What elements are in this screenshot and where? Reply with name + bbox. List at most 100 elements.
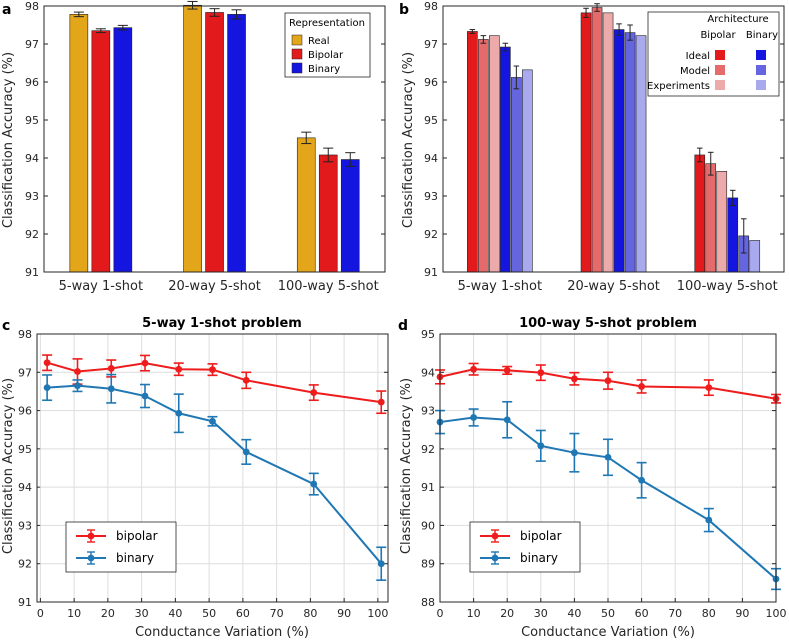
panel-d-legend-box (469, 521, 581, 573)
panel-c-legend-label: binary (116, 551, 154, 565)
panel-d-legend: bipolar binary (469, 521, 581, 573)
panel-d-xlabel: Conductance Variation (%) (521, 625, 695, 640)
panel-a-ytick-label: 95 (25, 114, 39, 127)
panel-c-point (74, 368, 81, 375)
panel-c-label: c (2, 318, 10, 334)
panel-a-bar (183, 4, 202, 273)
panel-d-axes-box (439, 333, 777, 603)
panel-d-ytick-label: 90 (421, 519, 435, 532)
panel-a-xtick-label: 100-way 5-shot (278, 279, 379, 294)
panel-d-xtick-label: 60 (635, 607, 649, 620)
panel-d-xtick-label: 100 (766, 607, 787, 620)
panel-a-legend-swatch (291, 62, 303, 74)
panel-b-bar (727, 197, 739, 273)
panel-a-ytick-label: 98 (25, 0, 39, 13)
panel-b-axes-box (442, 5, 785, 273)
panel-d-point (537, 369, 545, 377)
panel-c-ytick-label: 92 (18, 558, 32, 571)
panel-d-plot: 88 89 90 91 92 93 94 95 0 10 20 30 40 50 60 70 80 90 100 bi… (421, 328, 787, 620)
panel-c-point (43, 359, 51, 367)
panel-b-ytick-label: 98 (424, 0, 438, 13)
panel-a-legend: Representation Real Bipolar Binary (284, 12, 371, 78)
panel-b-label: b (399, 2, 409, 18)
panel-c-axes-box (36, 333, 389, 603)
panel-c-xtick-label: 40 (168, 607, 182, 620)
panel-b-legend-row-label: Experiments (647, 81, 710, 92)
panel-b-ytick-label: 97 (424, 38, 438, 51)
panel-c-point (209, 366, 216, 374)
panel-b-ytick-label: 94 (424, 152, 438, 165)
panel-c-title: 5-way 1-shot problem (142, 316, 302, 331)
panel-b-ytick-label: 96 (424, 76, 438, 89)
panel-d-title: 100-way 5-shot problem (519, 316, 697, 331)
panel-b-legend-row-label: Ideal (686, 51, 710, 62)
panel-b-legend: Architecture Bipolar Binary Ideal Model Exper… (647, 11, 780, 97)
panel-b-bar (467, 31, 478, 273)
panel-a-bar (318, 154, 338, 273)
panel-c-legend: bipolar binary (65, 521, 177, 573)
panel-c-xtick-label: 30 (135, 607, 149, 620)
panel-b-plot: 91 92 93 94 95 96 97 98 5-way 1-shot 20-way 5-sho… (424, 0, 785, 294)
panel-c-ytick-label: 98 (18, 328, 32, 341)
panel-c-point (107, 385, 115, 393)
panel-b-ytick-label: 92 (424, 228, 438, 241)
panel-c-plot: 91 92 93 94 95 96 97 98 0 10 20 30 40 50 60 70 80 90 100 bi… (18, 328, 389, 620)
panel-c-point (175, 365, 183, 373)
panel-b-ylabel: Classification Accuracy (%) (401, 52, 416, 228)
panel-c-xtick-label: 80 (303, 607, 317, 620)
panel-b-bar (522, 69, 533, 273)
panel-d-xtick-label: 10 (467, 607, 481, 620)
panel-d-ytick-label: 88 (421, 596, 435, 609)
panel-b-xtick-label: 5-way 1-shot (458, 279, 542, 294)
panel-a-legend-swatch (291, 34, 303, 46)
panel-b-bar (489, 35, 500, 273)
panel-b-bar (694, 154, 706, 273)
panel-d-point (470, 365, 477, 373)
panel-d-xtick-label: 50 (601, 607, 615, 620)
panel-a-legend-label: Real (308, 36, 330, 47)
panel-a-plot: 91 92 93 94 95 96 97 98 5-way 1-shot 20-way 5-sho… (25, 0, 386, 294)
panel-c-point (377, 398, 385, 406)
panel-c-legend-marker (87, 532, 95, 540)
panel-d-ytick-label: 95 (421, 328, 435, 341)
panel-d-point (571, 375, 578, 383)
panel-a-ytick-label: 91 (25, 266, 39, 279)
panel-d-xtick-label: 30 (534, 607, 548, 620)
panel-d-point (705, 384, 713, 391)
panel-d-point (470, 414, 477, 421)
panel-b-bar (580, 12, 592, 273)
panel-a-bar (205, 12, 224, 273)
panel-c-xtick-label: 0 (37, 607, 44, 620)
panel-b-bar (705, 163, 717, 273)
panel-b-legend-swatch (756, 65, 766, 75)
panel-b-bar (749, 240, 761, 273)
panel-b: b Classification Accuracy (%) 91 92 93 94 95… (399, 0, 785, 294)
panel-d-point (571, 449, 578, 457)
panel-c-xtick-label: 90 (337, 607, 351, 620)
panel-d-point (537, 442, 545, 450)
panel-b-legend-col: Bipolar (700, 30, 736, 41)
panel-c-xtick-label: 60 (236, 607, 250, 620)
panel-c-legend-label: bipolar (116, 529, 158, 543)
panel-b-bar (478, 39, 489, 273)
panel-c-xtick-label: 10 (67, 607, 81, 620)
panel-c-xtick-label: 100 (367, 607, 388, 620)
panel-a-bar (296, 137, 316, 273)
panel-a-bar (113, 27, 133, 273)
panel-d-legend-label: bipolar (520, 529, 562, 543)
panel-d-point (705, 516, 713, 524)
panel-b-legend-swatch (715, 50, 725, 60)
panel-d-legend-label: binary (520, 551, 558, 565)
panel-b-bar (500, 46, 511, 273)
panel-d-ylabel: Classification Accuracy (%) (399, 378, 414, 554)
panel-a-ytick-label: 92 (25, 228, 39, 241)
panel-b-legend-title: Architecture (707, 14, 768, 25)
panel-c-ytick-label: 97 (18, 366, 32, 379)
panel-c-xlabel: Conductance Variation (%) (135, 625, 309, 640)
panel-c-xtick-label: 20 (101, 607, 115, 620)
panel-d-label: d (398, 318, 408, 334)
panel-b-xtick-label: 20-way 5-shot (567, 279, 660, 294)
panel-d-legend-marker (491, 554, 499, 562)
panel-d-point (638, 383, 645, 390)
panel-a-legend-label: Binary (308, 64, 340, 75)
